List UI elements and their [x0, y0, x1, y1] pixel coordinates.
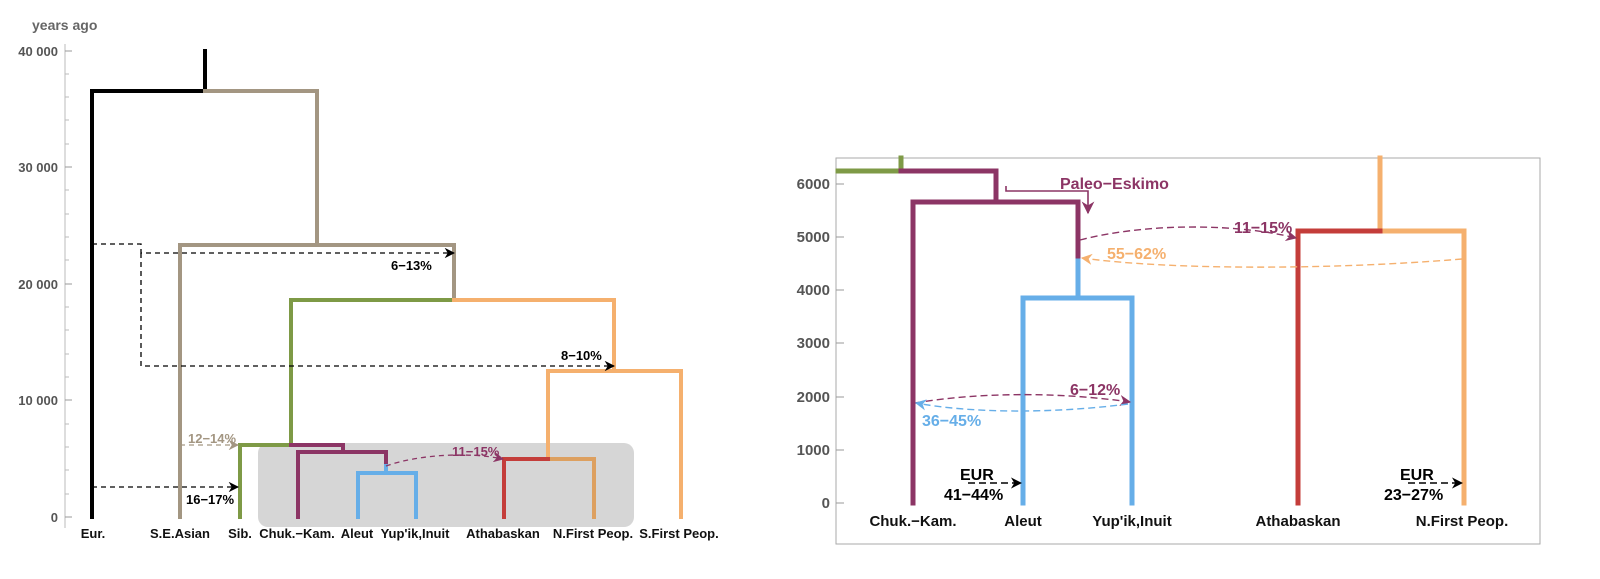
left-y-tick-labels: 0 10 000 20 000 30 000 40 000 — [18, 44, 58, 525]
left-leaf-label: Yup'ik,Inuit — [381, 526, 450, 541]
left-arrow-11-15 — [385, 451, 505, 467]
left-y-tick-label: 10 000 — [18, 393, 58, 408]
left-branch-chuk-stem — [289, 443, 345, 454]
left-major-ticks — [65, 50, 72, 518]
right-y-tick-label: 1000 — [797, 442, 830, 459]
right-arrow-6-12 — [914, 393, 1132, 407]
left-leaf-label: S.E.Asian — [150, 526, 210, 541]
left-leaf-label: S.First Peop. — [639, 526, 718, 541]
right-eur-label: EUR — [960, 467, 994, 484]
right-leaf-label: Chuk.−Kam. — [869, 513, 956, 530]
right-y-tick-labels: 0 1000 2000 3000 4000 5000 6000 — [797, 176, 830, 512]
left-leaf-label: Chuk.−Kam. — [259, 526, 335, 541]
left-branch-seasian — [178, 243, 456, 519]
right-eur-pct: 23−27% — [1384, 487, 1443, 504]
left-highlight-region — [258, 443, 634, 527]
left-leaf-label: Sib. — [228, 526, 252, 541]
left-arrow-8-10 — [140, 253, 616, 372]
left-y-tick-label: 20 000 — [18, 277, 58, 292]
left-leaf-label: Aleut — [341, 526, 374, 541]
right-admixture-arrows — [914, 226, 1464, 489]
right-y-tick-label: 2000 — [797, 389, 830, 406]
right-eur-label: EUR — [1400, 467, 1434, 484]
right-y-tick-label: 0 — [822, 495, 830, 512]
left-y-tick-label: 0 — [51, 510, 58, 525]
right-y-tick-label: 5000 — [797, 229, 830, 246]
left-branch-nfirst — [546, 457, 596, 519]
left-leaf-label: N.First Peop. — [553, 526, 633, 541]
right-frame — [835, 157, 1541, 545]
right-paleo-label: Paleo−Eskimo — [1060, 176, 1169, 193]
left-branch-asian-clade — [203, 89, 319, 247]
left-admix-label: 6−13% — [391, 258, 432, 273]
right-eur-pct: 41−44% — [944, 487, 1003, 504]
right-branch-nfirst — [1377, 155, 1467, 506]
right-admix-label: 11−15% — [1234, 220, 1292, 237]
left-admixture-arrows — [92, 243, 616, 493]
left-admix-label: 11−15% — [452, 444, 500, 459]
left-branch-chuk — [296, 450, 388, 519]
left-branch-aleut-yupik — [356, 464, 418, 519]
left-minor-ticks — [65, 73, 69, 495]
left-admix-label: 16−17% — [186, 492, 235, 507]
right-branch-aleut-yupik — [1020, 295, 1135, 506]
left-leaf-labels: Eur. S.E.Asian Sib. Chuk.−Kam. Aleut Yup… — [81, 526, 719, 541]
left-leaf-label: Eur. — [81, 526, 106, 541]
right-leaf-label: Athabaskan — [1255, 513, 1340, 530]
right-branch-chuk-stem — [898, 168, 999, 205]
left-y-tick-label: 30 000 — [18, 160, 58, 175]
right-arrow-55-62 — [1080, 253, 1463, 268]
left-branch-eur — [90, 89, 207, 519]
right-branch-athabaskan — [1295, 228, 1383, 506]
right-ticks — [836, 183, 844, 504]
right-y-tick-label: 3000 — [797, 335, 830, 352]
right-admix-label: 6−12% — [1070, 382, 1120, 399]
left-admix-label: 8−10% — [561, 348, 602, 363]
right-paleo-arrow — [1005, 186, 1095, 215]
right-branch-chuk — [910, 199, 1081, 506]
left-branch-sib — [238, 298, 293, 519]
left-y-tick-label: 40 000 — [18, 44, 58, 59]
right-branch-sib-stem — [835, 155, 904, 174]
right-leaf-label: N.First Peop. — [1416, 513, 1509, 530]
left-leaf-label: Athabaskan — [466, 526, 540, 541]
left-panel: years ago 0 10 000 20 000 30 000 40 000 — [18, 17, 719, 541]
right-arrow-11-15 — [1079, 226, 1298, 241]
left-unit-label: years ago — [32, 17, 97, 33]
right-y-tick-label: 4000 — [797, 282, 830, 299]
right-tree — [835, 155, 1467, 506]
right-arrow-36-45 — [914, 399, 1129, 412]
right-y-tick-label: 6000 — [797, 176, 830, 193]
right-admix-label: 36−45% — [922, 413, 981, 430]
right-leaf-labels: Chuk.−Kam. Aleut Yup'ik,Inuit Athabaskan… — [869, 513, 1508, 530]
right-leaf-label: Yup'ik,Inuit — [1092, 513, 1171, 530]
right-panel: 0 1000 2000 3000 4000 5000 6000 Paleo−Es… — [797, 155, 1541, 545]
left-admix-label: 12−14% — [188, 431, 237, 446]
left-branch-first-peoples — [452, 298, 616, 373]
right-admix-label: 55−62% — [1107, 246, 1166, 263]
right-leaf-label: Aleut — [1004, 513, 1042, 530]
